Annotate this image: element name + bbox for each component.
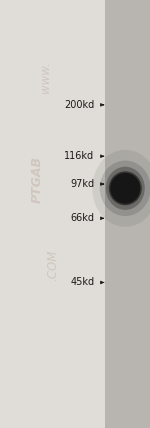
Text: 66kd: 66kd: [70, 213, 94, 223]
Text: .COM: .COM: [46, 250, 59, 281]
Ellipse shape: [106, 167, 145, 210]
Ellipse shape: [100, 160, 150, 216]
Bar: [105, 0, 150, 428]
Bar: [0, 0, 105, 428]
Text: PTGAB: PTGAB: [31, 156, 44, 203]
Text: 45kd: 45kd: [70, 277, 94, 288]
Text: www.: www.: [39, 61, 51, 93]
Text: 200kd: 200kd: [64, 100, 94, 110]
Ellipse shape: [110, 173, 140, 204]
Ellipse shape: [109, 171, 142, 205]
Ellipse shape: [92, 150, 150, 227]
Text: 97kd: 97kd: [70, 179, 94, 189]
Text: 116kd: 116kd: [64, 151, 94, 161]
